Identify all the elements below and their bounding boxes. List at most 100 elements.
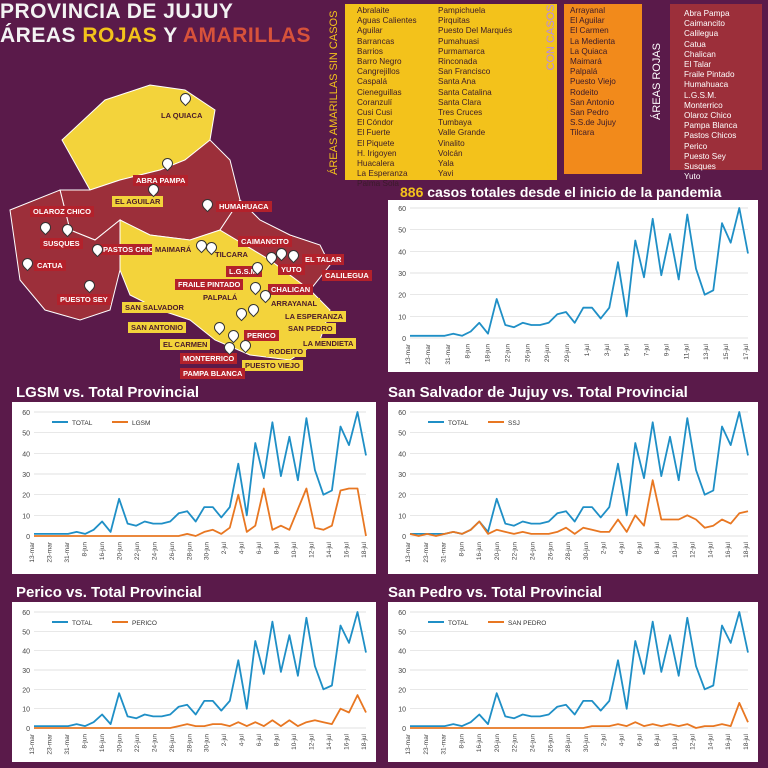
amarillas-sin-casos-item: Yala bbox=[438, 159, 454, 169]
amarillas-sin-casos-item: Cangrejillos bbox=[357, 67, 400, 77]
chart-total: 0 10 20 30 40 50 60 13-mar 23-mar 31-mar 8-jun 18-j… bbox=[398, 206, 750, 365]
amarillas-con-casos-item: El Carmen bbox=[570, 26, 609, 36]
x-tick-label: 6-jul bbox=[636, 733, 643, 746]
map-label-tilcara: TILCARA bbox=[212, 249, 251, 260]
x-tick-label: 20-jun bbox=[116, 542, 123, 560]
map-label-arrayanal: ARRAYANAL bbox=[268, 298, 321, 309]
x-tick-label: 30-jun bbox=[204, 542, 211, 560]
amarillas-sin-casos-item: Valle Grande bbox=[438, 128, 486, 138]
map-label-el-talar: EL TALAR bbox=[302, 254, 345, 265]
x-tick-label: 2-jul bbox=[221, 733, 228, 746]
areas-rojas-label: ÁREAS ROJAS bbox=[651, 42, 663, 120]
y-tick-label: 50 bbox=[398, 431, 406, 438]
x-tick-label: 22-jun bbox=[504, 344, 511, 362]
map-label-el-aguilar: EL AGUILAR bbox=[112, 196, 164, 207]
legend-label: SSJ bbox=[508, 420, 520, 427]
chart-ssj-panel: 0 10 20 30 40 50 60 13-mar 23-mar 31-mar 8-jun 16-j… bbox=[388, 402, 758, 574]
y-tick-label: 60 bbox=[22, 410, 30, 417]
areas-rojas-item: Perico bbox=[684, 141, 708, 151]
x-tick-label: 5-jul bbox=[624, 343, 631, 356]
chart-title-total: 886 casos totales desde el inicio de la … bbox=[400, 184, 721, 200]
x-tick-label: 2-jul bbox=[601, 733, 608, 746]
map-label-chalican: CHALICAN bbox=[268, 284, 314, 295]
map-label-calilegua: CALILEGUA bbox=[322, 270, 372, 281]
x-tick-label: 31-mar bbox=[445, 343, 452, 364]
map-label-lgsm: L.G.S.M. bbox=[226, 266, 262, 277]
x-tick-label: 4-jul bbox=[618, 541, 625, 554]
x-tick-label: 23-mar bbox=[425, 343, 432, 364]
x-tick-label: 18-jun bbox=[485, 344, 492, 362]
amarillas-sin-casos-item: Yavi bbox=[438, 169, 454, 179]
x-tick-label: 11-jul bbox=[683, 343, 690, 359]
amarillas-sin-casos-item: H. Irigoyen bbox=[357, 148, 397, 158]
y-tick-label: 10 bbox=[398, 314, 406, 321]
amarillas-con-casos-item: Tilcara bbox=[570, 128, 595, 138]
x-tick-label: 20-jun bbox=[116, 734, 123, 752]
y-tick-label: 60 bbox=[398, 610, 406, 617]
x-tick-label: 15-jul bbox=[723, 343, 730, 359]
areas-rojas-item: L.G.S.M. bbox=[684, 90, 717, 100]
y-tick-label: 0 bbox=[26, 726, 30, 733]
map-label-rodeito: RODEITO bbox=[266, 346, 307, 357]
amarillas-con-casos-item: Rodeito bbox=[570, 87, 599, 97]
x-tick-label: 7-jul bbox=[644, 343, 651, 356]
x-tick-label: 13-mar bbox=[405, 541, 412, 562]
x-tick-label: 16-jul bbox=[344, 733, 351, 749]
chart-title-perico: Perico vs. Total Provincial bbox=[16, 584, 202, 601]
y-tick-label: 40 bbox=[398, 249, 406, 256]
amarillas-sin-casos-item: Pirquitas bbox=[438, 16, 470, 26]
x-tick-label: 20-jun bbox=[494, 734, 501, 752]
chart-title-total-bold: 886 bbox=[400, 184, 424, 200]
areas-rojas-box bbox=[670, 4, 762, 170]
x-tick-label: 13-mar bbox=[405, 733, 412, 754]
x-tick-label: 16-jul bbox=[725, 541, 732, 557]
x-tick-label: 26-jun bbox=[547, 542, 554, 560]
amarillas-sin-casos-item: Abralaite bbox=[357, 6, 390, 15]
amarillas-sin-casos-item: Tres Cruces bbox=[438, 108, 483, 118]
amarillas-sin-casos-box bbox=[345, 4, 557, 180]
chart-san-pedro-panel: 0 10 20 30 40 50 60 13-mar 23-mar 31-mar 8-jun 16-j… bbox=[388, 602, 758, 762]
amarillas-sin-casos-item: El Fuerte bbox=[357, 128, 391, 138]
chart-total-panel: 0 10 20 30 40 50 60 13-mar 23-mar 31-mar 8-jun 18-j… bbox=[388, 200, 758, 372]
y-tick-label: 10 bbox=[398, 707, 406, 714]
x-tick-label: 8-jun bbox=[81, 542, 88, 557]
x-tick-label: 23-mar bbox=[46, 733, 53, 754]
x-tick-label: 23-mar bbox=[423, 733, 430, 754]
x-tick-label: 31-mar bbox=[441, 541, 448, 562]
x-tick-label: 13-mar bbox=[29, 541, 36, 562]
y-tick-label: 10 bbox=[22, 707, 30, 714]
x-tick-label: 24-jun bbox=[151, 734, 158, 752]
map-label-caimancito: CAIMANCITO bbox=[238, 236, 292, 247]
amarillas-sin-casos-item: Palma Sola bbox=[357, 179, 399, 189]
x-tick-label: 22-jun bbox=[512, 734, 519, 752]
x-tick-label: 24-jun bbox=[530, 542, 537, 560]
map-label-pastos-chicos: PASTOS CHICOS bbox=[100, 244, 168, 255]
areas-rojas-item: El Talar bbox=[684, 60, 712, 70]
x-tick-label: 22-jun bbox=[512, 542, 519, 560]
amarillas-sin-casos-item: Cieneguillas bbox=[357, 87, 402, 97]
chart-title-total-rest: casos totales desde el inicio de la pand… bbox=[423, 184, 722, 200]
x-tick-label: 2-jul bbox=[221, 541, 228, 554]
areas-rojas-item: Caimancito bbox=[684, 19, 725, 29]
x-tick-label: 14-jul bbox=[326, 733, 333, 749]
x-tick-label: 18-jul bbox=[361, 541, 368, 557]
series-line-local bbox=[409, 479, 749, 537]
subtitle-areas: ÁREAS bbox=[0, 24, 77, 47]
amarillas-sin-casos-item: Volcán bbox=[438, 148, 463, 158]
map-label-la-esperanza: LA ESPERANZA bbox=[282, 311, 347, 322]
chart-lgsm: 0 10 20 30 40 50 60 13-mar 23-mar 31-mar 8-jun 16-j… bbox=[22, 410, 368, 563]
areas-rojas-list: Abra Pampa Caimancito Calilegua Catua Chalic… bbox=[684, 9, 737, 182]
x-tick-label: 8-jun bbox=[458, 542, 465, 557]
x-tick-label: 22-jun bbox=[134, 542, 141, 560]
x-tick-label: 28-jun bbox=[565, 734, 572, 752]
subtitle-rojas: ROJAS bbox=[82, 24, 158, 47]
x-tick-label: 26-jun bbox=[524, 344, 531, 362]
x-tick-label: 28-jun bbox=[565, 542, 572, 560]
x-tick-label: 16-jun bbox=[476, 542, 483, 560]
x-tick-label: 4-jul bbox=[239, 541, 246, 554]
x-tick-label: 29-jun bbox=[564, 344, 571, 362]
map-label-palpala: PALPALÁ bbox=[200, 292, 241, 303]
amarillas-sin-casos-item: Aguas Calientes bbox=[357, 16, 417, 26]
y-tick-label: 20 bbox=[22, 493, 30, 500]
x-tick-label: 13-mar bbox=[405, 343, 412, 364]
